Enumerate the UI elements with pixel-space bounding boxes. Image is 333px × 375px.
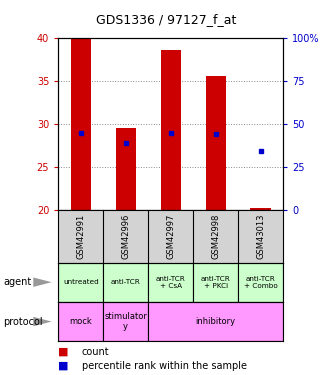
Text: GDS1336 / 97127_f_at: GDS1336 / 97127_f_at	[96, 13, 237, 26]
Text: ■: ■	[58, 361, 69, 370]
Polygon shape	[33, 317, 52, 326]
Text: anti-TCR
+ PKCi: anti-TCR + PKCi	[201, 276, 230, 289]
Text: anti-TCR
+ Combo: anti-TCR + Combo	[244, 276, 277, 289]
Text: anti-TCR: anti-TCR	[111, 279, 141, 285]
Bar	[238, 262, 283, 302]
Text: percentile rank within the sample: percentile rank within the sample	[82, 361, 246, 370]
Text: mock: mock	[69, 317, 92, 326]
Text: anti-TCR
+ CsA: anti-TCR + CsA	[156, 276, 185, 289]
Text: GSM42997: GSM42997	[166, 214, 175, 259]
Bar	[103, 262, 148, 302]
Bar	[250, 208, 271, 210]
Bar	[148, 302, 283, 341]
Text: inhibitory: inhibitory	[195, 317, 236, 326]
Bar	[205, 76, 226, 210]
Text: GSM43013: GSM43013	[256, 213, 265, 259]
Text: stimulator
y: stimulator y	[104, 312, 147, 331]
Bar	[116, 128, 136, 210]
Bar	[161, 51, 181, 210]
Text: GSM42998: GSM42998	[211, 214, 220, 259]
Bar	[103, 302, 148, 341]
Polygon shape	[33, 278, 52, 287]
Text: ■: ■	[58, 347, 69, 357]
Text: agent: agent	[3, 277, 32, 287]
Text: untreated: untreated	[63, 279, 99, 285]
Text: count: count	[82, 347, 109, 357]
Text: GSM42991: GSM42991	[76, 214, 85, 259]
Text: GSM42996: GSM42996	[121, 214, 130, 259]
Bar	[58, 262, 103, 302]
Bar	[148, 262, 193, 302]
Bar	[58, 302, 103, 341]
Bar	[193, 262, 238, 302]
Text: protocol: protocol	[3, 316, 43, 327]
Bar	[71, 38, 91, 210]
